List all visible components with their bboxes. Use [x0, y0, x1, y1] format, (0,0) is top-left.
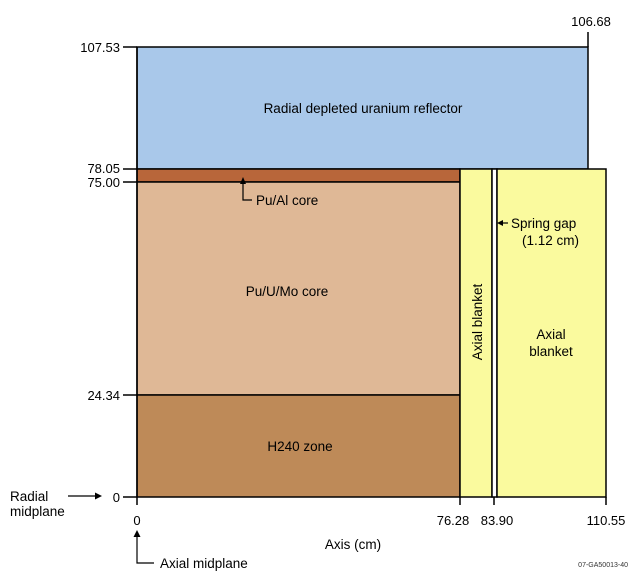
h240-zone-region — [136, 394, 461, 498]
x-tick-label-0: 0 — [133, 513, 140, 528]
axial-blanket-outer-region — [496, 168, 607, 498]
axial-midplane-label: Axial midplane — [160, 556, 248, 571]
y-tick-label-107: 107.53 — [80, 40, 120, 55]
x-axis-title: Axis (cm) — [325, 537, 381, 552]
y-tick-label-78: 78.05 — [87, 161, 120, 176]
radial-midplane-label-line1: Radial — [10, 489, 48, 504]
y-tick-label-0: 0 — [113, 490, 120, 505]
figure-id-label: 07-GA50013-40 — [578, 562, 628, 569]
radial-midplane-arrowhead — [95, 492, 102, 500]
y-tick-label-24: 24.34 — [87, 388, 120, 403]
x-tick-label-110: 110.55 — [587, 513, 626, 528]
y-tick-label-75: 75.00 — [87, 175, 120, 190]
spring-gap-label-line2: (1.12 cm) — [522, 233, 579, 248]
pu-u-mo-core-label: Pu/U/Mo core — [246, 284, 329, 299]
axial-midplane-pointer-line — [136, 536, 154, 564]
reflector-region — [136, 46, 589, 170]
h240-zone-label: H240 zone — [267, 439, 332, 454]
pu-al-core-label: Pu/Al core — [256, 193, 318, 208]
radial-midplane-label-line2: midplane — [10, 504, 65, 519]
spring-gap-arrowhead — [497, 220, 503, 226]
top-tick-label: 106.68 — [571, 14, 611, 29]
axial-blanket-outer-label-line1: Axial — [536, 327, 565, 342]
spring-gap-label-line1: Spring gap — [511, 216, 576, 231]
x-tick-label-76: 76.28 — [437, 513, 470, 528]
axial-blanket-inner-label: Axial blanket — [470, 283, 485, 360]
x-tick-label-83: 83.90 — [481, 513, 514, 528]
axial-midplane-arrowhead — [133, 530, 141, 537]
reflector-label: Radial depleted uranium reflector — [264, 101, 463, 116]
pu-al-pointer-line — [242, 183, 252, 201]
pu-al-core-region — [136, 168, 461, 183]
pu-u-mo-core-region — [136, 181, 461, 396]
axial-blanket-outer-label-line2: blanket — [529, 344, 573, 359]
pu-al-arrowhead — [240, 177, 246, 184]
